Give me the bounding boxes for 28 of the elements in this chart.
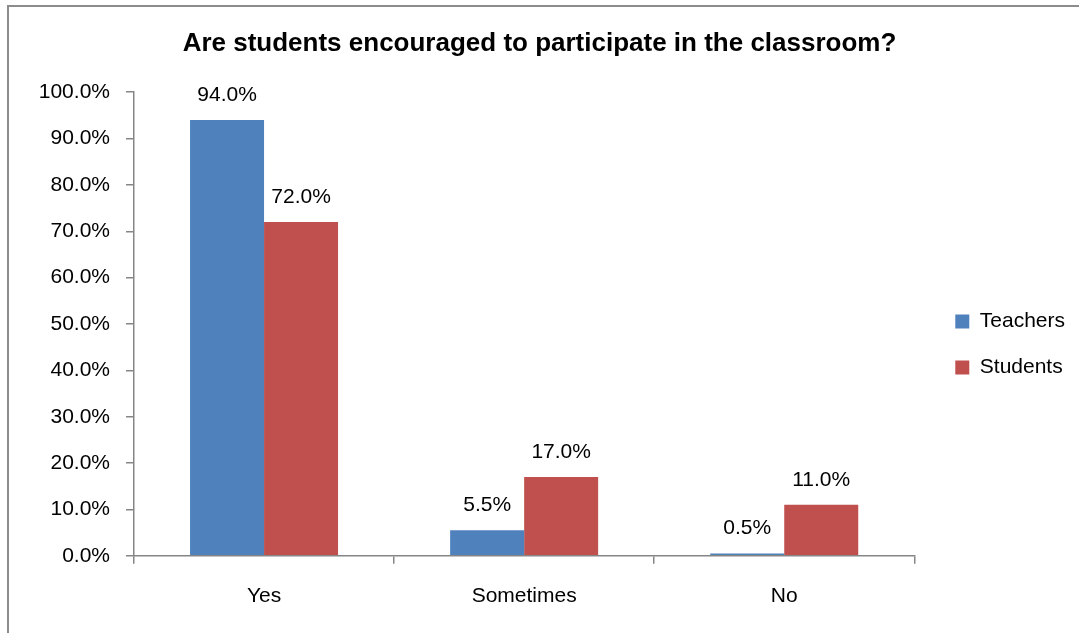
x-tick-label: Yes — [246, 583, 282, 607]
bar — [784, 504, 859, 556]
chart-title: Are students encouraged to participate in the classroom? — [182, 26, 897, 57]
bar — [450, 530, 525, 556]
y-tick-label: 60.0% — [50, 264, 110, 288]
y-tick-label: 90.0% — [50, 125, 110, 149]
data-label: 11.0% — [792, 466, 851, 490]
x-tick-label: Sometimes — [471, 583, 577, 607]
legend-label: Teachers — [979, 308, 1066, 332]
y-tick-label: 10.0% — [50, 496, 110, 520]
y-tick-label: 70.0% — [50, 218, 110, 242]
data-label: 94.0% — [197, 81, 257, 105]
y-tick-label: 100.0% — [38, 79, 110, 102]
bar — [264, 222, 339, 556]
y-tick-label: 30.0% — [50, 403, 110, 427]
bar — [524, 476, 599, 556]
data-label: 5.5% — [463, 492, 512, 516]
y-tick-label: 0.0% — [62, 542, 110, 566]
y-tick-label: 20.0% — [50, 449, 110, 473]
y-tick-label: 80.0% — [50, 171, 110, 195]
y-tick-label: 40.0% — [50, 357, 110, 381]
x-tick-label: No — [770, 583, 798, 607]
data-label: 0.5% — [723, 515, 772, 539]
legend-label: Students — [979, 354, 1063, 378]
data-label: 72.0% — [271, 183, 331, 207]
y-tick-label: 50.0% — [50, 310, 110, 334]
data-label: 17.0% — [531, 438, 591, 462]
bar — [190, 120, 265, 556]
